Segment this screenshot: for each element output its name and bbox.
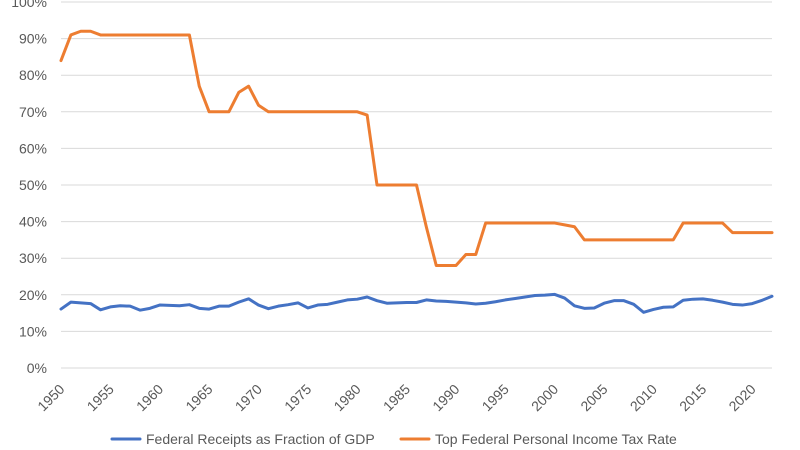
x-tick-label: 2020 bbox=[725, 381, 758, 414]
x-tick-label: 1995 bbox=[479, 381, 512, 414]
y-tick-label: 50% bbox=[19, 177, 47, 193]
x-tick-label: 2005 bbox=[577, 381, 610, 414]
series-line-2 bbox=[59, 29, 774, 268]
x-tick-label: 1990 bbox=[429, 381, 462, 414]
y-tick-label: 20% bbox=[19, 287, 47, 303]
y-tick-label: 70% bbox=[19, 104, 47, 120]
y-tick-label: 10% bbox=[19, 323, 47, 339]
y-tick-label: 90% bbox=[19, 31, 47, 47]
series-line-1 bbox=[59, 292, 774, 314]
x-tick-label: 1985 bbox=[380, 381, 413, 414]
y-tick-label: 60% bbox=[19, 140, 47, 156]
legend-label-1: Federal Receipts as Fraction of GDP bbox=[146, 431, 375, 447]
y-axis-tick-labels: 0% 10% 20% 30% 40% 50% 60% 70% 80% 90% 100% bbox=[11, 0, 47, 376]
y-tick-label: 30% bbox=[19, 250, 47, 266]
y-tick-label: 0% bbox=[27, 360, 47, 376]
y-tick-label: 100% bbox=[11, 0, 47, 10]
legend-label-2: Top Federal Personal Income Tax Rate bbox=[435, 431, 677, 447]
y-tick-label: 40% bbox=[19, 214, 47, 230]
x-tick-label: 1980 bbox=[330, 381, 363, 414]
y-tick-label: 80% bbox=[19, 67, 47, 83]
legend: Federal Receipts as Fraction of GDP Top F… bbox=[110, 431, 677, 447]
x-tick-label: 2015 bbox=[676, 381, 709, 414]
x-tick-label: 2010 bbox=[627, 381, 660, 414]
x-tick-label: 2000 bbox=[528, 381, 561, 414]
x-tick-label: 1965 bbox=[182, 381, 215, 414]
x-tick-label: 1970 bbox=[232, 381, 265, 414]
series-lines bbox=[59, 29, 774, 314]
x-tick-label: 1955 bbox=[84, 381, 117, 414]
x-axis-tick-labels: 1950 1955 1960 1965 1970 1975 1980 1985 1990 1995… bbox=[34, 381, 759, 414]
x-tick-label: 1975 bbox=[281, 381, 314, 414]
gridlines bbox=[61, 1, 772, 332]
x-tick-label: 1950 bbox=[34, 381, 67, 414]
x-tick-label: 1960 bbox=[133, 381, 166, 414]
